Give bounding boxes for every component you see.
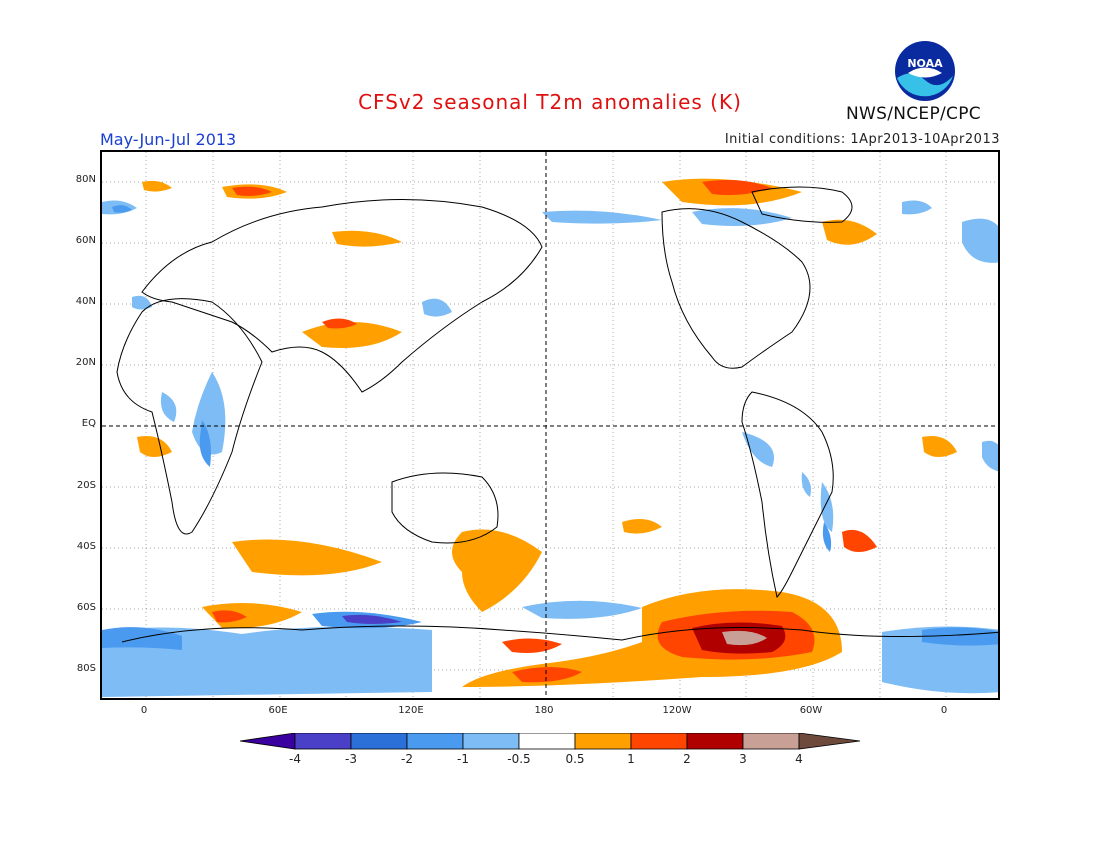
colorbar bbox=[239, 732, 862, 757]
colorbar-label: -3 bbox=[345, 752, 357, 766]
coastlines bbox=[116, 186, 998, 643]
lon-label-0-right: 0 bbox=[940, 705, 948, 716]
colorbar-segment-1-05 bbox=[462, 732, 520, 750]
lon-label-0: 0 bbox=[140, 705, 148, 716]
colorbar-label: 2 bbox=[683, 752, 691, 766]
colorbar-label: -1 bbox=[457, 752, 469, 766]
lat-label-60n: 60N bbox=[75, 235, 96, 246]
colorbar-label: 0.5 bbox=[565, 752, 585, 766]
colorbar-segment-4-3 bbox=[294, 732, 352, 750]
colorbar-segment-3-4 bbox=[742, 732, 800, 750]
lat-label-20s: 20S bbox=[76, 480, 96, 491]
lon-label-120e: 120E bbox=[398, 705, 424, 716]
lon-label-120w: 120W bbox=[662, 705, 692, 716]
warm-anomalies bbox=[137, 178, 957, 687]
colorbar-segment-gt-4 bbox=[798, 732, 861, 750]
lat-label-20n: 20N bbox=[75, 357, 96, 368]
noaa-logo: NOAA bbox=[894, 40, 956, 102]
colorbar-segment-05-1 bbox=[574, 732, 632, 750]
lon-label-180: 180 bbox=[534, 705, 554, 716]
colorbar-segment-2-3 bbox=[686, 732, 744, 750]
colorbar-svg bbox=[239, 732, 861, 750]
colorbar-label: -2 bbox=[401, 752, 413, 766]
season-label: May-Jun-Jul 2013 bbox=[100, 130, 237, 149]
colorbar-segment-lt-4 bbox=[239, 732, 296, 750]
colorbar-label: 4 bbox=[795, 752, 803, 766]
lon-label-60w: 60W bbox=[799, 705, 823, 716]
lat-label-60s: 60S bbox=[76, 602, 96, 613]
anomaly-map bbox=[100, 150, 1000, 700]
lat-label-40s: 40S bbox=[76, 541, 96, 552]
lat-label-40n: 40N bbox=[75, 296, 96, 307]
lat-label-eq: EQ bbox=[81, 418, 96, 429]
colorbar-label: 3 bbox=[739, 752, 747, 766]
organization-label: NWS/NCEP/CPC bbox=[846, 104, 981, 124]
colorbar-label: 1 bbox=[627, 752, 635, 766]
colorbar-segment-1-2 bbox=[630, 732, 688, 750]
map-title: CFSv2 seasonal T2m anomalies (K) bbox=[358, 90, 742, 114]
colorbar-label: -4 bbox=[289, 752, 301, 766]
colorbar-segment-3-2 bbox=[350, 732, 408, 750]
anomaly-map-svg bbox=[102, 152, 998, 698]
lat-label-80n: 80N bbox=[75, 174, 96, 185]
cold-anomalies bbox=[102, 200, 998, 697]
lon-label-60e: 60E bbox=[268, 705, 288, 716]
logo-text: NOAA bbox=[907, 57, 943, 70]
colorbar-label: -0.5 bbox=[507, 752, 531, 766]
colorbar-segment-2-1 bbox=[406, 732, 464, 750]
lat-label-80s: 80S bbox=[76, 663, 96, 674]
initial-conditions-label: Initial conditions: 1Apr2013-10Apr2013 bbox=[724, 132, 1000, 147]
colorbar-segment-neutral bbox=[518, 732, 576, 750]
